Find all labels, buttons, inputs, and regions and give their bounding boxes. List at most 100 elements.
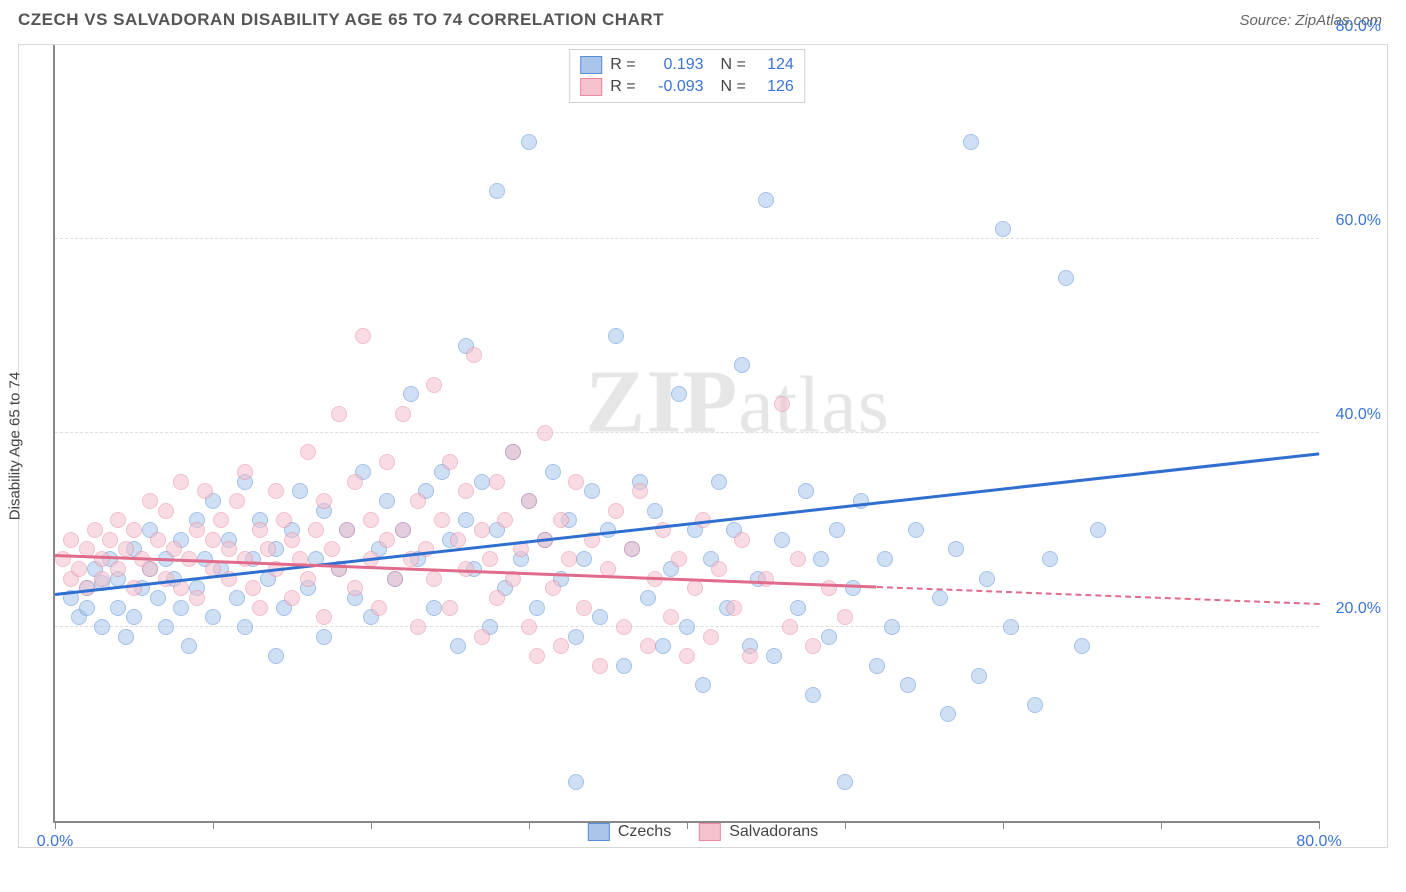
data-point bbox=[829, 522, 845, 538]
data-point bbox=[608, 328, 624, 344]
data-point bbox=[837, 609, 853, 625]
data-point bbox=[450, 532, 466, 548]
data-point bbox=[189, 590, 205, 606]
data-point bbox=[347, 580, 363, 596]
data-point bbox=[363, 512, 379, 528]
data-point bbox=[205, 609, 221, 625]
data-point bbox=[489, 590, 505, 606]
data-point bbox=[489, 474, 505, 490]
data-point bbox=[1090, 522, 1106, 538]
y-axis-label: Disability Age 65 to 74 bbox=[7, 372, 24, 520]
legend-r-value: 0.193 bbox=[644, 56, 704, 74]
data-point bbox=[813, 551, 829, 567]
data-point bbox=[663, 609, 679, 625]
data-point bbox=[118, 629, 134, 645]
data-point bbox=[1074, 638, 1090, 654]
legend-swatch bbox=[699, 823, 721, 841]
data-point bbox=[426, 377, 442, 393]
data-point bbox=[126, 609, 142, 625]
data-point bbox=[592, 609, 608, 625]
data-point bbox=[197, 483, 213, 499]
data-point bbox=[821, 629, 837, 645]
data-point bbox=[497, 512, 513, 528]
data-point bbox=[189, 522, 205, 538]
data-point bbox=[142, 493, 158, 509]
data-point bbox=[482, 551, 498, 567]
data-point bbox=[521, 619, 537, 635]
chart-header: CZECH VS SALVADORAN DISABILITY AGE 65 TO… bbox=[0, 0, 1406, 36]
legend-r-label: R = bbox=[610, 56, 635, 74]
data-point bbox=[63, 532, 79, 548]
data-point bbox=[237, 619, 253, 635]
data-point bbox=[790, 600, 806, 616]
data-point bbox=[640, 638, 656, 654]
data-point bbox=[703, 629, 719, 645]
data-point bbox=[474, 474, 490, 490]
data-point bbox=[576, 600, 592, 616]
data-point bbox=[640, 590, 656, 606]
data-point bbox=[845, 580, 861, 596]
chart-container: Disability Age 65 to 74 ZIPatlas R =0.19… bbox=[18, 44, 1388, 848]
data-point bbox=[466, 347, 482, 363]
data-point bbox=[537, 425, 553, 441]
data-point bbox=[94, 571, 110, 587]
data-point bbox=[403, 386, 419, 402]
data-point bbox=[126, 522, 142, 538]
legend-r-value: -0.093 bbox=[644, 78, 704, 96]
data-point bbox=[766, 648, 782, 664]
data-point bbox=[790, 551, 806, 567]
data-point bbox=[869, 658, 885, 674]
data-point bbox=[1003, 619, 1019, 635]
chart-title: CZECH VS SALVADORAN DISABILITY AGE 65 TO… bbox=[18, 10, 664, 30]
data-point bbox=[331, 406, 347, 422]
data-point bbox=[616, 658, 632, 674]
data-point bbox=[173, 474, 189, 490]
data-point bbox=[805, 638, 821, 654]
correlation-legend: R = 0.193 N = 124 R =-0.093 N =126 bbox=[569, 49, 805, 103]
data-point bbox=[94, 551, 110, 567]
legend-label: Czechs bbox=[618, 823, 671, 841]
data-point bbox=[505, 444, 521, 460]
data-point bbox=[774, 532, 790, 548]
x-tick bbox=[1319, 821, 1320, 829]
y-tick-label: 60.0% bbox=[1336, 212, 1381, 230]
data-point bbox=[181, 638, 197, 654]
data-point bbox=[379, 532, 395, 548]
data-point bbox=[308, 522, 324, 538]
legend-item: Czechs bbox=[588, 823, 671, 841]
data-point bbox=[521, 134, 537, 150]
data-point bbox=[545, 580, 561, 596]
data-point bbox=[276, 512, 292, 528]
data-point bbox=[545, 464, 561, 480]
data-point bbox=[1058, 270, 1074, 286]
data-point bbox=[553, 512, 569, 528]
data-point bbox=[284, 532, 300, 548]
data-point bbox=[948, 541, 964, 557]
data-point bbox=[908, 522, 924, 538]
data-point bbox=[568, 629, 584, 645]
data-point bbox=[940, 706, 956, 722]
data-point bbox=[221, 541, 237, 557]
data-point bbox=[711, 561, 727, 577]
data-point bbox=[995, 221, 1011, 237]
data-point bbox=[339, 522, 355, 538]
data-point bbox=[426, 571, 442, 587]
data-point bbox=[568, 774, 584, 790]
x-tick bbox=[1003, 821, 1004, 829]
legend-n-value: 124 bbox=[754, 56, 794, 74]
series-legend: CzechsSalvadorans bbox=[588, 823, 818, 841]
data-point bbox=[742, 648, 758, 664]
data-point bbox=[213, 512, 229, 528]
gridline bbox=[55, 44, 1319, 45]
data-point bbox=[300, 571, 316, 587]
data-point bbox=[568, 474, 584, 490]
legend-row: R =-0.093 N =126 bbox=[580, 76, 794, 98]
data-point bbox=[971, 668, 987, 684]
data-point bbox=[316, 629, 332, 645]
legend-swatch bbox=[588, 823, 610, 841]
legend-n-label: N = bbox=[712, 78, 746, 96]
data-point bbox=[671, 551, 687, 567]
legend-row: R =0.193 N =124 bbox=[580, 54, 794, 76]
data-point bbox=[166, 541, 182, 557]
data-point bbox=[268, 648, 284, 664]
